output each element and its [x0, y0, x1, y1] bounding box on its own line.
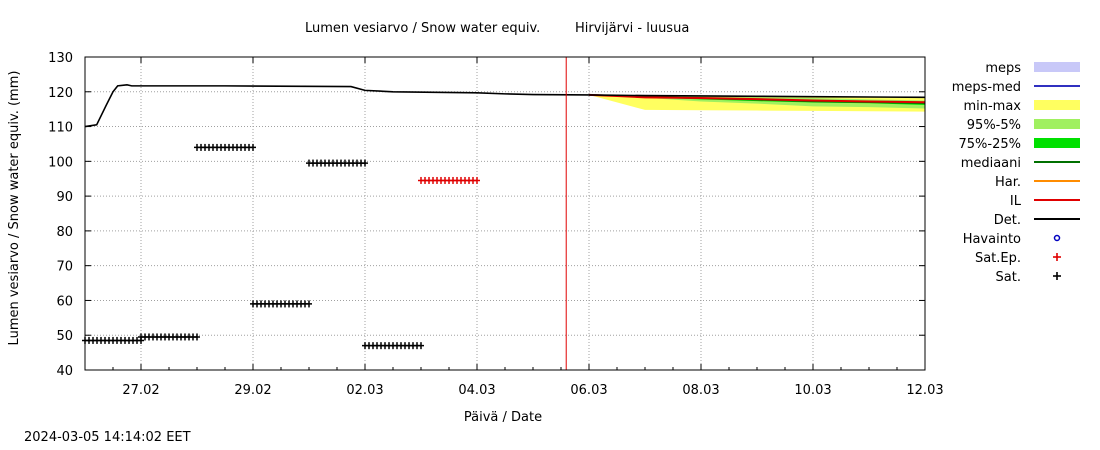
- chart-subtitle: Hirvijärvi - luusua: [575, 21, 689, 36]
- marker-run-sat-: [138, 333, 200, 341]
- x-tick-label: 10.03: [794, 383, 831, 398]
- x-tick-label: 04.03: [458, 383, 495, 398]
- marker-run-sat-: [362, 342, 424, 350]
- plot-border: [84, 56, 926, 371]
- legend-item: mediaani: [961, 156, 1080, 171]
- x-tick-label: 27.02: [122, 383, 159, 398]
- y-tick-label: 100: [48, 155, 73, 170]
- legend-item: IL: [1010, 194, 1080, 209]
- series-line-il: [588, 93, 926, 104]
- legend-label: min-max: [963, 99, 1021, 114]
- legend-swatch: [1034, 138, 1080, 148]
- legend-item: min-max: [963, 99, 1080, 114]
- x-tick-label: 08.03: [682, 383, 719, 398]
- legend-label: 75%-25%: [959, 137, 1021, 152]
- chart-title: Lumen vesiarvo / Snow water equiv.: [305, 21, 540, 36]
- legend-label: Sat.: [996, 270, 1021, 285]
- series-line-det-: [84, 84, 926, 128]
- generated-timestamp: 2024-03-05 14:14:02 EET: [24, 430, 191, 445]
- marker-run-sat-: [306, 159, 368, 167]
- legend-swatch: [1034, 62, 1080, 72]
- legend-item: Sat.Ep.: [975, 251, 1061, 266]
- marker-run-sat-: [194, 143, 256, 151]
- y-tick-label: 50: [56, 329, 73, 344]
- legend-item: Har.: [995, 175, 1080, 190]
- legend-item: Sat.: [996, 270, 1061, 285]
- legend-label: Har.: [995, 175, 1021, 190]
- legend-item: Det.: [994, 213, 1080, 228]
- x-tick-label: 29.02: [234, 383, 271, 398]
- legend-label: 95%-5%: [967, 118, 1021, 133]
- x-tick-label: 06.03: [570, 383, 607, 398]
- legend-label: Det.: [994, 213, 1021, 228]
- y-tick-label: 70: [56, 260, 73, 275]
- marker-run-sat-: [250, 300, 312, 308]
- legend-item: 75%-25%: [959, 137, 1080, 152]
- legend-label: Sat.Ep.: [975, 251, 1021, 266]
- legend-swatch: [1034, 119, 1080, 129]
- y-tick-label: 120: [48, 86, 73, 101]
- y-tick-label: 60: [56, 294, 73, 309]
- legend-item: Havainto: [963, 232, 1061, 247]
- legend-label: meps: [985, 61, 1021, 76]
- y-axis-label: Lumen vesiarvo / Snow water equiv. (mm): [7, 71, 22, 346]
- x-tick-label: 12.03: [906, 383, 943, 398]
- legend-label: Havainto: [963, 232, 1021, 247]
- marker-run-sat-ep-: [418, 176, 480, 184]
- plot-area: 40 50 60 70 80 90 100 110 120 130 27.02 29.02 02.03 0…: [48, 51, 943, 398]
- legend: meps meps-med min-max 95%-5% 75%-25% mediaani…: [952, 61, 1080, 285]
- legend-item: meps-med: [952, 80, 1080, 95]
- legend-label: meps-med: [952, 80, 1021, 95]
- y-tick-label: 80: [56, 225, 73, 240]
- legend-marker: [1053, 234, 1061, 242]
- legend-swatch: [1034, 100, 1080, 110]
- legend-label: mediaani: [961, 156, 1021, 171]
- y-tick-label: 90: [56, 190, 73, 205]
- marker-run-sat-: [82, 336, 144, 344]
- legend-label: IL: [1010, 194, 1022, 209]
- legend-item: 95%-5%: [967, 118, 1080, 133]
- y-tick-label: 110: [48, 121, 73, 136]
- y-tick-label: 40: [56, 364, 73, 379]
- x-tick-label: 02.03: [346, 383, 383, 398]
- legend-item: meps: [985, 61, 1080, 76]
- y-tick-label: 130: [48, 51, 73, 66]
- x-axis-label: Päivä / Date: [464, 410, 542, 425]
